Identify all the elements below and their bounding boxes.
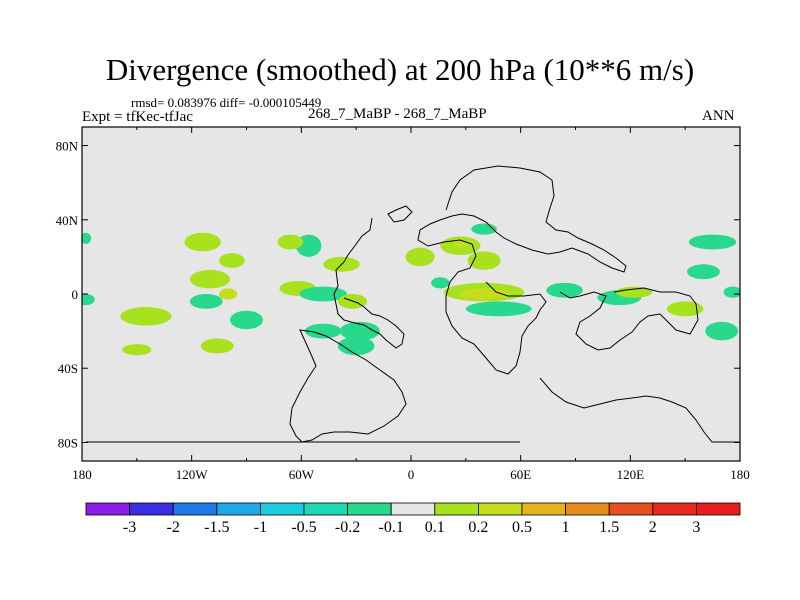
x-tick-label: 60W [289,467,315,482]
colorbar-swatch [521,502,566,516]
y-tick-label: 80N [56,139,79,154]
colorbar-swatch [477,502,523,516]
americas-outline [289,217,407,443]
contour-region [465,301,532,317]
greenland-outline [387,205,413,223]
colorbar-swatch [85,502,130,516]
contour-region [82,232,92,244]
stats-text: rmsd= 0.083976 diff= -0.000105449 [131,95,322,110]
contour-region [688,234,737,250]
contour-region [467,251,501,270]
contour-region [122,344,152,356]
colorbar-swatch [129,502,174,516]
australia-antarctica-outline [86,377,740,443]
contour-region [120,306,172,326]
colorbar-label: -0.5 [291,519,316,536]
colorbar: -3 -2 -1.5 -1 -0.5 -0.2 -0.1 0.1 0.2 0.5 1 1.5 2 3 [85,502,741,536]
colorbar-label: -0.2 [335,519,360,536]
contour-region [546,282,583,298]
contour-region [230,310,263,330]
eurasia-africa-outline [417,165,699,375]
colorbar-label: -1.5 [204,519,229,536]
contour-region [219,253,245,269]
contour-region [200,338,234,354]
contour-region [405,247,435,267]
contour-region [189,294,223,309]
x-tick-label: 180 [72,467,92,482]
colorbar-label: -1 [254,519,267,536]
x-tick-label: 120W [176,467,209,482]
colorbar-label: 0.1 [425,519,445,536]
x-tick-label: 180 [730,467,750,482]
contour-region [453,240,468,248]
contour-region [189,269,231,289]
colorbar-label: 1.5 [599,519,619,536]
colorbar-swatch [608,502,654,516]
season-label: ANN [702,108,735,124]
contour-region [666,301,704,317]
x-tick-label: 0 [408,467,415,482]
colorbar-label: 0.2 [468,519,488,536]
colorbar-swatch [259,502,305,516]
contour-region [686,264,720,280]
axis-ticks: 180 120W 60W 0 60E 120E 180 80N 40N 0 40S 80S [56,127,750,482]
colorbar-swatch [216,502,261,516]
contour-fill-layer [82,223,740,356]
contour-region [304,323,342,339]
contour-region [82,294,95,306]
x-tick-label: 120E [617,467,645,482]
contour-region [615,286,653,298]
colorbar-swatch [696,502,741,516]
colorbar-label: -2 [167,519,180,536]
colorbar-label: 2 [649,519,657,536]
chart-title: Divergence (smoothed) at 200 hPa (10**6 … [105,52,695,87]
colorbar-swatch [390,502,436,516]
continent-outlines [86,165,740,443]
contour-region [277,234,304,250]
contour-region [723,286,740,298]
colorbar-swatch [347,502,392,516]
colorbar-label: 3 [692,519,700,536]
colorbar-label: -0.1 [379,519,404,536]
contour-region [337,336,375,356]
colorbar-label: -3 [123,519,136,536]
contour-region [458,288,510,300]
contour-region [184,232,221,252]
x-tick-label: 60E [510,467,531,482]
colorbar-label: 0.5 [512,519,532,536]
y-tick-label: 80S [58,435,78,450]
contour-region [339,321,380,341]
colorbar-swatch [303,502,348,516]
colorbar-swatch [652,502,697,516]
colorbar-swatch [172,502,218,516]
expt-label: Expt = tfKec-tfJac [82,109,193,125]
contour-region [705,321,739,341]
y-tick-label: 0 [72,287,79,302]
colorbar-swatch [434,502,479,516]
colorbar-swatch [565,502,610,516]
contour-region [219,288,238,300]
colorbar-label: 1 [562,519,570,536]
cases-label: 268_7_MaBP - 268_7_MaBP [308,106,487,122]
y-tick-label: 40N [56,213,79,228]
y-tick-label: 40S [58,361,78,376]
contour-region [431,277,450,289]
